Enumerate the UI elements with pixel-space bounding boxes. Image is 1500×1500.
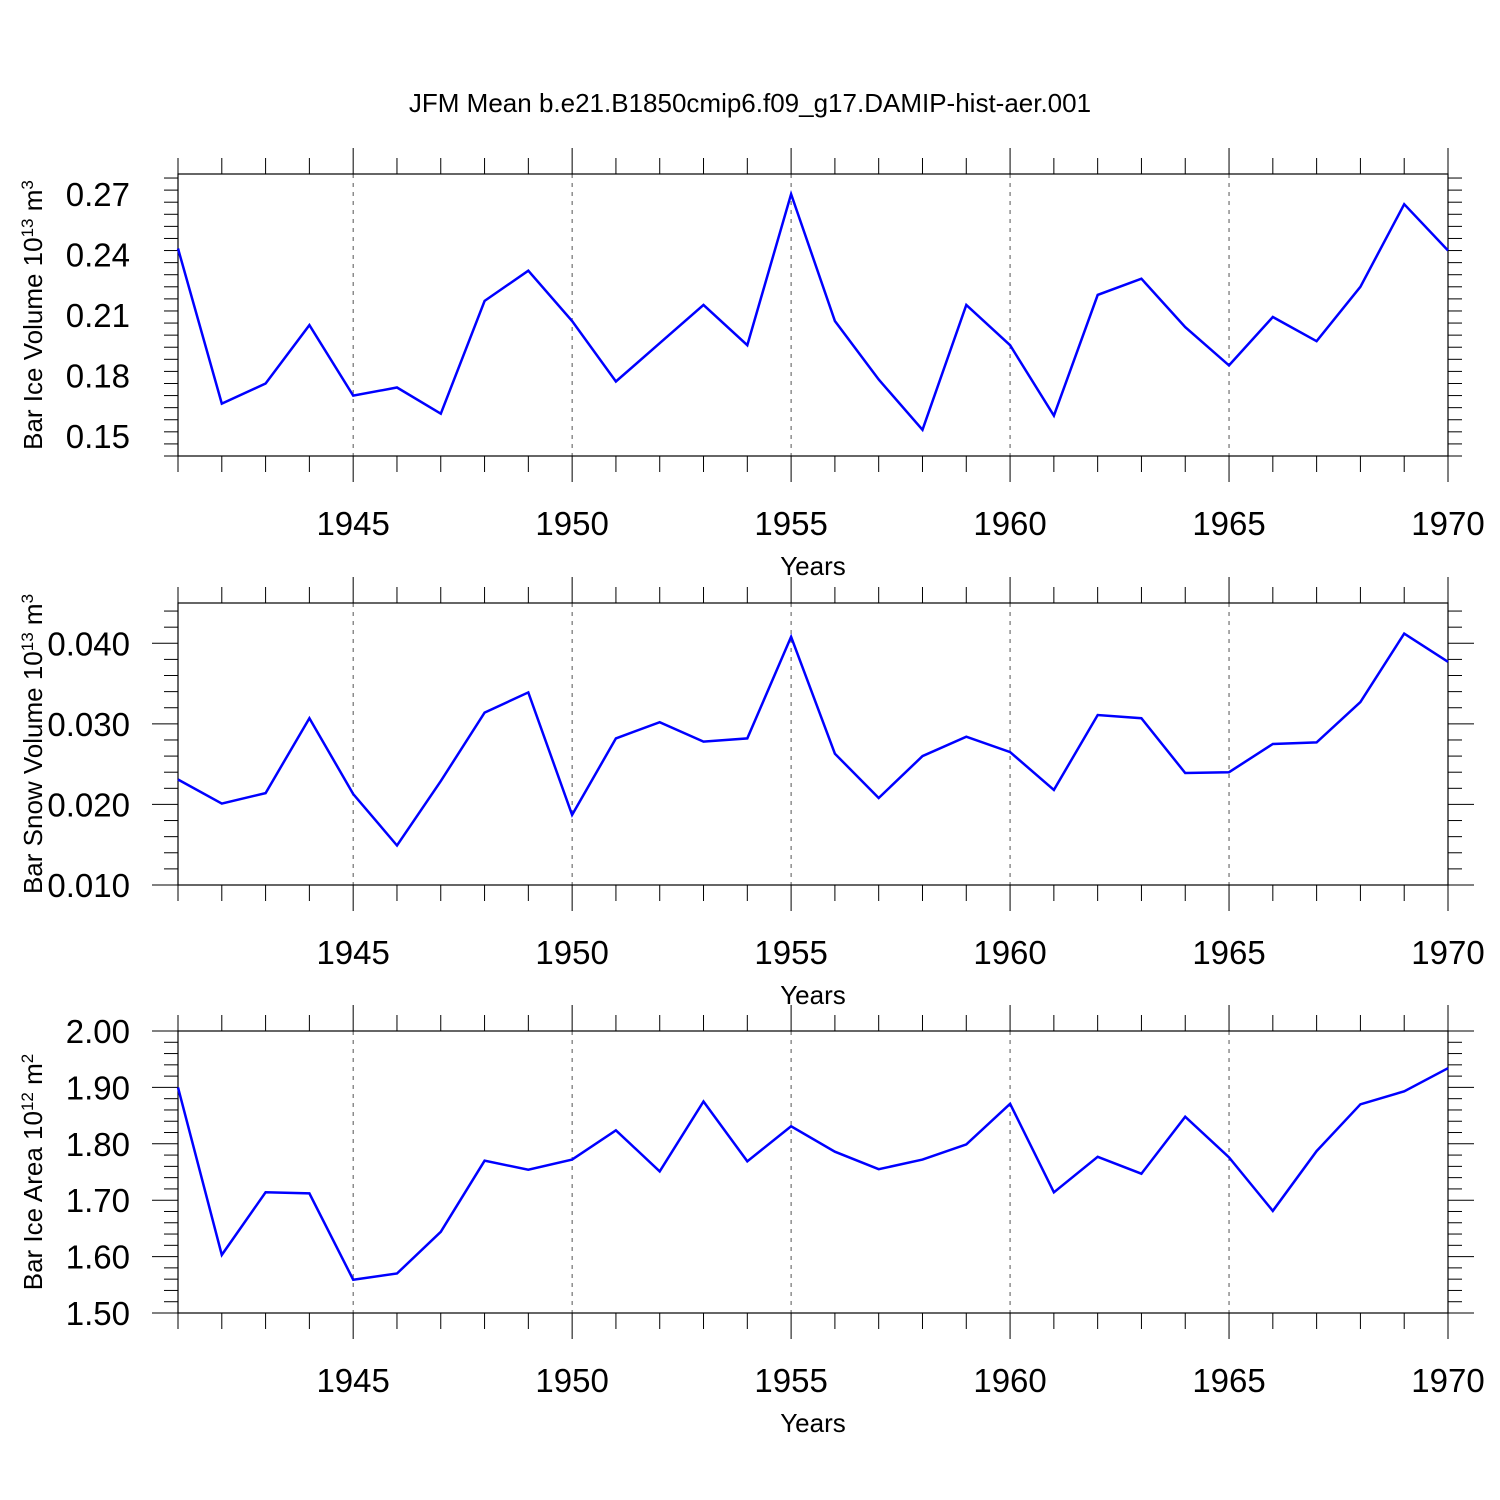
x-tick-label: 1955 — [754, 1362, 827, 1399]
y-axis-label: Bar Ice Volume 1013 m3 — [18, 180, 48, 450]
y-tick-label: 0.21 — [66, 297, 130, 334]
y-tick-label: 0.27 — [66, 176, 130, 213]
x-tick-label: 1955 — [754, 934, 827, 971]
x-tick-label: 1960 — [973, 505, 1046, 542]
y-axis-label-superscript: 12 — [18, 1092, 37, 1111]
series-line — [176, 1067, 1449, 1282]
x-tick-label: 1950 — [535, 1362, 608, 1399]
y-axis-label-superscript: 3 — [18, 594, 37, 603]
x-tick-label: 1960 — [973, 934, 1046, 971]
y-axis-label-text: m — [18, 190, 48, 219]
y-tick-label: 1.60 — [66, 1239, 130, 1276]
y-tick-label: 2.00 — [66, 1013, 130, 1050]
y-axis-label: Bar Snow Volume 1013 m3 — [18, 594, 48, 894]
x-axis-label: Years — [780, 551, 846, 581]
x-tick-label: 1950 — [535, 505, 608, 542]
plot-frame — [177, 1030, 1449, 1314]
y-tick-label: 0.010 — [47, 867, 130, 904]
y-axis-label-text: Bar Ice Volume 10 — [18, 237, 48, 449]
panels: 0.15 0.18 0.21 0.24 0.27 1945 1950 1955 1960 1965… — [18, 148, 1485, 1438]
y-axis-label-superscript: 13 — [18, 218, 37, 237]
y-axis-label-superscript: 13 — [18, 632, 37, 651]
y-axis-label-superscript: 3 — [18, 180, 37, 189]
y-tick-label: 1.50 — [66, 1295, 130, 1332]
x-tick-label: 1945 — [316, 505, 389, 542]
x-tick-label: 1965 — [1192, 1362, 1265, 1399]
plot-frame — [177, 602, 1449, 886]
x-tick-label: 1970 — [1411, 1362, 1484, 1399]
x-tick-label: 1965 — [1192, 505, 1265, 542]
y-tick-label: 0.15 — [66, 418, 130, 455]
x-tick-label: 1970 — [1411, 934, 1484, 971]
x-tick-label: 1960 — [973, 1362, 1046, 1399]
series-line — [176, 189, 1449, 433]
y-axis-label-text: Bar Ice Area 10 — [18, 1111, 48, 1290]
y-tick-label: 0.020 — [47, 786, 130, 823]
y-tick-label: 0.040 — [47, 625, 130, 662]
y-axis-label: Bar Ice Area 1012 m2 — [18, 1054, 48, 1291]
chart-title: JFM Mean b.e21.B1850cmip6.f09_g17.DAMIP-… — [409, 88, 1091, 118]
y-tick-label: 1.90 — [66, 1069, 130, 1106]
x-tick-label: 1970 — [1411, 505, 1484, 542]
y-tick-label: 0.24 — [66, 237, 130, 274]
chart-panel-2: 0.010 0.020 0.030 0.040 1945 1950 1955 1960 1965… — [18, 577, 1485, 1010]
y-axis-label-text: m — [18, 603, 48, 632]
y-axis-label-superscript: 2 — [18, 1054, 37, 1063]
x-tick-label: 1950 — [535, 934, 608, 971]
y-tick-label: 1.80 — [66, 1126, 130, 1163]
x-tick-label: 1945 — [316, 934, 389, 971]
y-axis-label-text: m — [18, 1063, 48, 1092]
chart-panel-1: 0.15 0.18 0.21 0.24 0.27 1945 1950 1955 1960 1965… — [18, 148, 1485, 581]
y-tick-label: 1.70 — [66, 1182, 130, 1219]
plot-frame — [177, 173, 1449, 457]
chart-panel-3: 1.50 1.60 1.70 1.80 1.90 2.00 1945 1950 1955 1960… — [18, 1005, 1485, 1438]
series-line — [177, 631, 1449, 848]
y-axis-label-text: Bar Snow Volume 10 — [18, 651, 48, 894]
y-tick-label: 0.030 — [47, 706, 130, 743]
x-tick-label: 1945 — [316, 1362, 389, 1399]
x-tick-label: 1965 — [1192, 934, 1265, 971]
x-axis-label: Years — [780, 980, 846, 1010]
x-axis-label: Years — [780, 1408, 846, 1438]
x-tick-label: 1955 — [754, 505, 827, 542]
y-tick-label: 0.18 — [66, 357, 130, 394]
